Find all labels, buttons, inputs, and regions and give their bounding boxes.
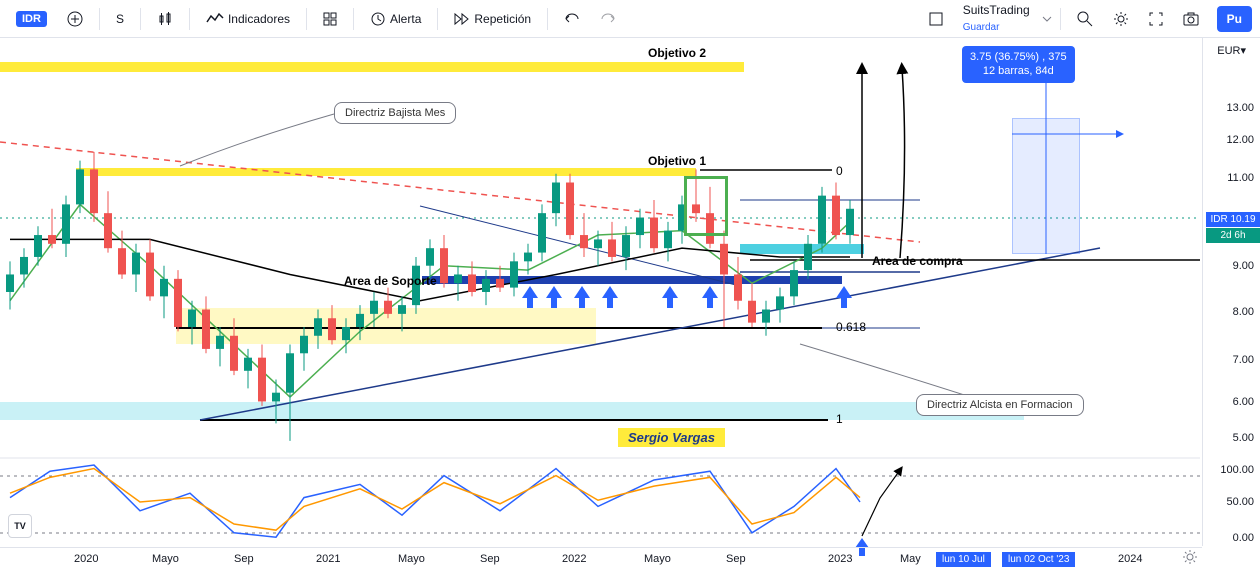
alert-icon <box>370 11 386 27</box>
plus-icon <box>67 11 83 27</box>
interval-selector[interactable]: S <box>108 8 132 30</box>
x-tick: Mayo <box>644 553 671 565</box>
snapshot-button[interactable] <box>1175 8 1207 30</box>
axis-settings-icon[interactable] <box>1182 549 1198 565</box>
chevron-down-icon[interactable] <box>1042 14 1052 24</box>
x-tick: May <box>900 553 921 565</box>
square-icon <box>929 12 943 26</box>
directriz-bajista-line <box>0 142 920 242</box>
x-tick: 2023 <box>828 553 852 565</box>
area-soporte-label: Area de Soporte <box>344 274 437 288</box>
settings-button[interactable] <box>1105 7 1137 31</box>
undo-icon <box>564 13 580 25</box>
fib-1-label: 1 <box>836 412 843 426</box>
x-tick: Sep <box>480 553 500 565</box>
area-compra-label: Area de compra <box>872 254 963 268</box>
grid-icon <box>323 12 337 26</box>
rewind-icon <box>454 12 470 26</box>
layout-button[interactable] <box>921 8 951 30</box>
price-axis[interactable]: EUR▾ 13.00 12.00 11.00 9.00 8.00 7.00 6.00 5.00… <box>1202 38 1260 546</box>
search-button[interactable] <box>1069 7 1101 31</box>
objetivo1-label: Objetivo 1 <box>648 154 706 168</box>
undo-button[interactable] <box>556 9 588 29</box>
templates-button[interactable] <box>315 8 345 30</box>
chart-area[interactable]: Objetivo 2 Objetivo 1 Area de compra Are… <box>0 38 1260 569</box>
objetivo2-zone <box>0 62 744 72</box>
x-tick: Mayo <box>152 553 179 565</box>
redo-button[interactable] <box>592 9 624 29</box>
top-toolbar: IDR S Indicadores Alerta Repetición Suit… <box>0 0 1260 38</box>
compra-zone <box>740 244 864 254</box>
y-tick: 9.00 <box>1233 260 1254 272</box>
x-highlight: lun 02 Oct '23 <box>1002 552 1075 567</box>
x-tick: 2022 <box>562 553 586 565</box>
directriz-bajista-callout: Directriz Bajista Mes <box>334 102 456 124</box>
watermark: Sergio Vargas <box>618 428 725 447</box>
indicators-button[interactable]: Indicadores <box>198 8 298 30</box>
search-icon <box>1077 11 1093 27</box>
measurement-area <box>1012 118 1080 254</box>
y-tick: 12.00 <box>1226 134 1254 146</box>
x-highlight: lun 10 Jul <box>936 552 991 567</box>
publish-button[interactable]: Pu <box>1217 6 1252 32</box>
x-tick: 2024 <box>1118 553 1142 565</box>
symbol-selector[interactable]: IDR <box>8 7 55 31</box>
y-tick: 6.00 <box>1233 396 1254 408</box>
highlight-box <box>684 176 728 236</box>
measurement-box: 3.75 (36.75%) , 375 12 barras, 84d <box>962 46 1075 83</box>
lower-cyan-zone <box>0 402 1024 420</box>
user-menu[interactable]: SuitsTrading Guardar <box>955 0 1038 36</box>
indicators-icon <box>206 12 224 26</box>
objetivo2-label: Objetivo 2 <box>648 46 706 60</box>
ticker-badge: IDR <box>16 11 47 27</box>
directriz-alcista-callout: Directriz Alcista en Formacion <box>916 394 1084 416</box>
fullscreen-button[interactable] <box>1141 8 1171 30</box>
time-axis[interactable]: 2020 Mayo Sep 2021 Mayo Sep 2022 Mayo Sep 2023 May… <box>0 547 1202 569</box>
x-tick: 2020 <box>74 553 98 565</box>
y-tick: 5.00 <box>1233 432 1254 444</box>
x-tick: 2021 <box>316 553 340 565</box>
y-tick: 11.00 <box>1227 172 1254 184</box>
y-tick: 7.00 <box>1233 354 1254 366</box>
redo-icon <box>600 13 616 25</box>
ticker-price-tag: IDR 10.19 <box>1206 212 1260 227</box>
x-tick: Sep <box>234 553 254 565</box>
x-tick: Mayo <box>398 553 425 565</box>
replay-button[interactable]: Repetición <box>446 8 539 30</box>
chart-style-button[interactable] <box>149 7 181 31</box>
x-tick: Sep <box>726 553 746 565</box>
camera-icon <box>1183 12 1199 26</box>
alert-button[interactable]: Alerta <box>362 7 429 31</box>
objetivo1-zone <box>76 168 696 176</box>
tradingview-logo[interactable]: TV <box>8 514 32 538</box>
fib-618-label: 0.618 <box>836 320 866 334</box>
currency-selector[interactable]: EUR▾ <box>1217 44 1246 57</box>
gear-icon <box>1113 11 1129 27</box>
candlestick-icon <box>157 11 173 27</box>
fullscreen-icon <box>1149 12 1163 26</box>
fib-0-label: 0 <box>836 164 843 178</box>
y-tick: 13.00 <box>1226 102 1254 114</box>
add-symbol-button[interactable] <box>59 7 91 31</box>
countdown-tag: 2d 6h <box>1206 228 1260 243</box>
y-tick: 8.00 <box>1233 306 1254 318</box>
